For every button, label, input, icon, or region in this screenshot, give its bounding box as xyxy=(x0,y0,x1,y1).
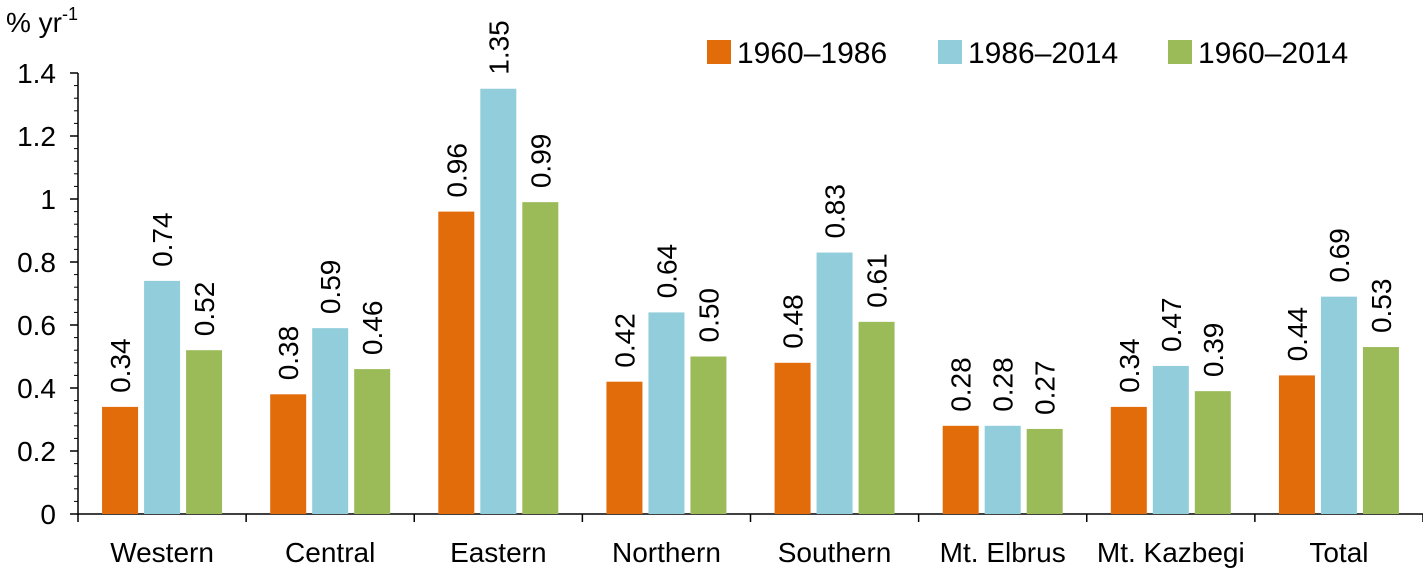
bars xyxy=(102,88,1399,515)
bar xyxy=(858,321,895,514)
bar xyxy=(1152,365,1189,514)
bar-value-label: 0.64 xyxy=(651,244,682,299)
bar xyxy=(186,350,223,514)
bar-value-label: 0.83 xyxy=(820,184,851,239)
bar xyxy=(984,425,1021,514)
bar-value-label: 0.34 xyxy=(105,338,136,393)
bar-value-label: 0.28 xyxy=(988,357,1019,412)
bar xyxy=(438,211,475,514)
bar xyxy=(270,394,307,514)
bar-value-label: 0.42 xyxy=(609,313,640,368)
x-category-label: Total xyxy=(1309,537,1368,568)
bar-value-label: 0.53 xyxy=(1366,279,1397,334)
x-category-label: Southern xyxy=(778,537,892,568)
bar-value-label: 0.38 xyxy=(273,326,304,381)
legend-label: 1986–2014 xyxy=(968,37,1118,70)
bar-value-label: 0.52 xyxy=(189,282,220,337)
bar-value-label: 0.48 xyxy=(778,294,809,349)
y-tick-label: 0.8 xyxy=(17,247,56,278)
x-category-label: Northern xyxy=(612,537,721,568)
bar-value-label: 0.74 xyxy=(147,212,178,267)
bar-value-label: 0.39 xyxy=(1198,323,1229,378)
x-category-label: Eastern xyxy=(450,537,547,568)
bar-value-labels: 0.34 0.74 0.52 0.38 0.59 0.46 0.96 1.35 0.99 0.42… xyxy=(105,20,1397,415)
x-category-label: Central xyxy=(285,537,375,568)
bar-value-label: 0.69 xyxy=(1324,228,1355,283)
y-tick-label: 0 xyxy=(40,499,56,530)
category-labels: Western Central Eastern Northern Southern Mt.… xyxy=(110,537,1368,568)
bar-value-label: 0.44 xyxy=(1282,307,1313,362)
bar xyxy=(1110,406,1147,514)
bar-value-label: 0.50 xyxy=(693,288,724,343)
bar xyxy=(1362,347,1399,514)
y-tick-label: 1.4 xyxy=(17,58,56,89)
bar-value-label: 0.59 xyxy=(315,260,346,315)
bar xyxy=(1278,375,1315,514)
y-axis-label: % yr-1 xyxy=(6,4,78,38)
y-tick-label: 0.6 xyxy=(17,310,56,341)
bar xyxy=(144,280,181,514)
x-category-label: Western xyxy=(110,537,214,568)
bar-value-label: 0.46 xyxy=(357,301,388,356)
legend-swatch xyxy=(707,40,731,64)
bar xyxy=(690,356,727,514)
bar xyxy=(312,328,349,514)
y-tick-label: 0.2 xyxy=(17,436,56,467)
bar-value-label: 0.27 xyxy=(1030,360,1061,415)
bar xyxy=(480,88,517,514)
legend-label: 1960–1986 xyxy=(737,37,887,70)
bar xyxy=(1320,296,1357,514)
bar xyxy=(942,425,979,514)
x-category-label: Mt. Kazbegi xyxy=(1097,537,1245,568)
bar xyxy=(648,312,685,514)
y-tick-label: 1 xyxy=(40,184,56,215)
bar-value-label: 0.99 xyxy=(525,134,556,189)
legend-label: 1960–2014 xyxy=(1198,37,1348,70)
y-axis-unit: % yr xyxy=(6,7,62,38)
y-axis-unit-superscript: -1 xyxy=(62,4,78,24)
x-category-label: Mt. Elbrus xyxy=(940,537,1066,568)
bar-value-label: 0.61 xyxy=(862,253,893,308)
legend-swatch xyxy=(938,40,962,64)
bar xyxy=(522,202,559,514)
bar-value-label: 0.34 xyxy=(1114,338,1145,393)
legend-swatch xyxy=(1168,40,1192,64)
bar-value-label: 1.35 xyxy=(483,20,514,75)
bar xyxy=(102,406,139,514)
bar xyxy=(1194,391,1231,514)
bar xyxy=(816,252,853,515)
y-tick-label: 1.2 xyxy=(17,121,56,152)
bar-value-label: 0.96 xyxy=(441,143,472,198)
bar-value-label: 0.28 xyxy=(946,357,977,412)
y-tick-label: 0.4 xyxy=(17,373,56,404)
bar xyxy=(1026,428,1063,514)
bar xyxy=(774,362,811,514)
bar xyxy=(354,369,391,514)
bar xyxy=(606,381,643,514)
bar-value-label: 0.47 xyxy=(1156,297,1187,352)
legend: 1960–1986 1986–2014 1960–2014 xyxy=(707,37,1348,70)
